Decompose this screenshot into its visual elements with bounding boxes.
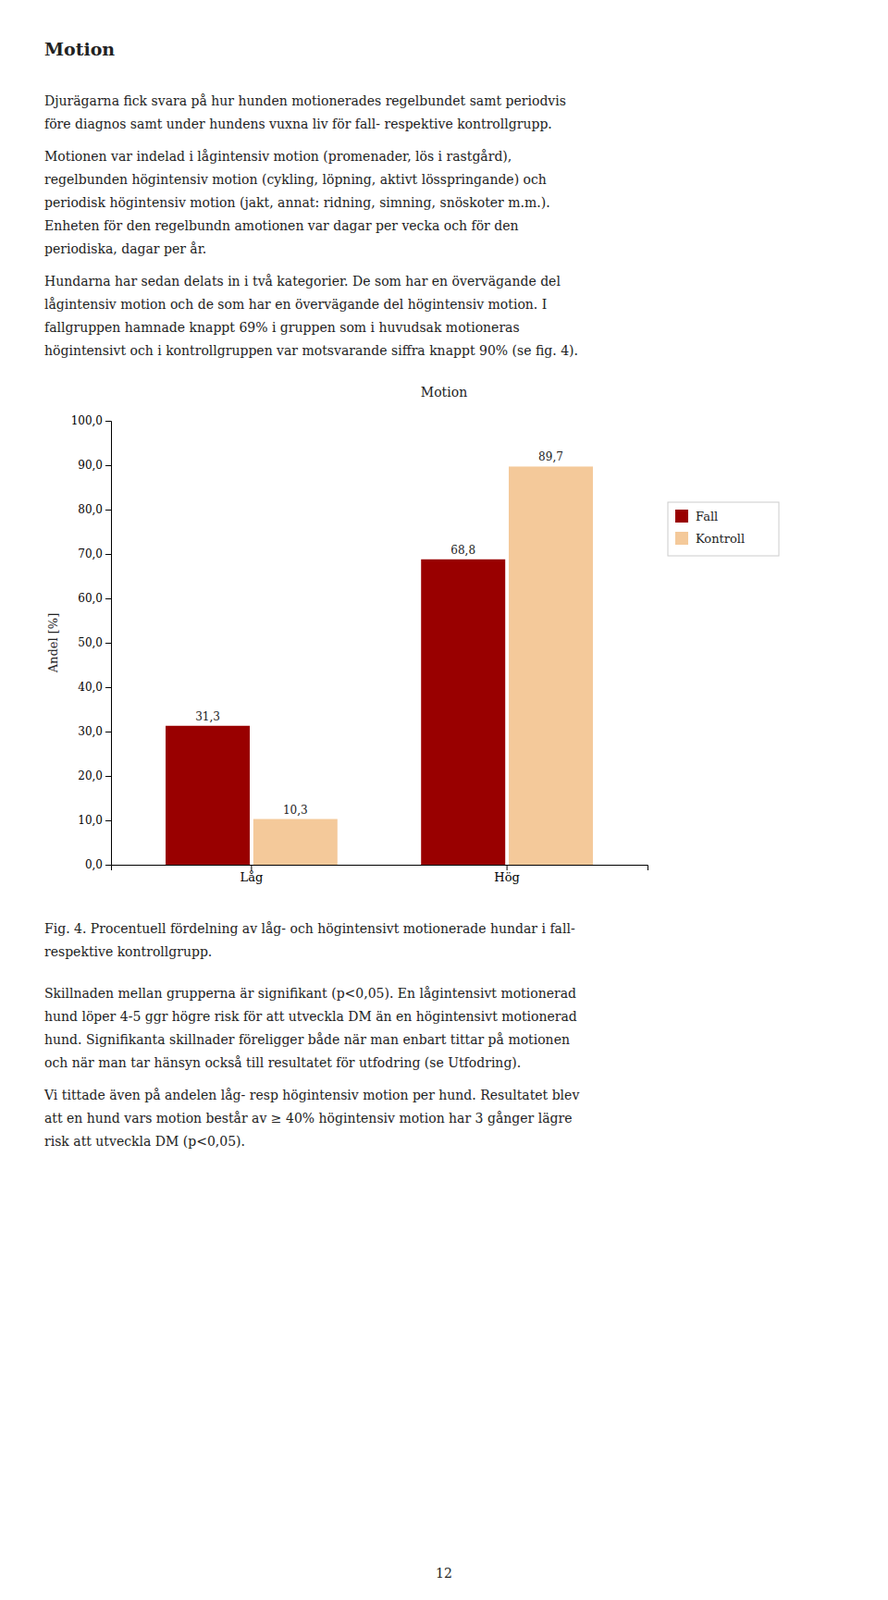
y-tick-mark xyxy=(105,554,111,555)
body-text: hund. Signifikanta skillnader föreligger… xyxy=(44,1032,570,1048)
x-tick-mark xyxy=(506,864,508,871)
bar xyxy=(420,559,506,865)
data-labels: 31,3 68,8 10,3 89,7 xyxy=(195,450,564,816)
axis-line xyxy=(105,421,112,866)
data-label: 10,3 xyxy=(283,803,309,817)
x-tick-mark xyxy=(250,864,252,871)
legend-frame xyxy=(667,502,779,556)
body-text: och när man tar hänsyn också till result… xyxy=(44,1055,521,1071)
y-tick: 20,0 xyxy=(77,769,111,783)
y-tick: 50,0 xyxy=(77,636,111,650)
y-tick-label: 90,0 xyxy=(77,458,103,472)
y-tick-mark xyxy=(105,598,111,600)
y-tick-mark xyxy=(105,864,111,866)
body-text: Vi tittade även på andelen låg- resp hög… xyxy=(43,1087,580,1103)
data-label: 31,3 xyxy=(195,710,221,724)
body-text: Enheten för den regelbundn amotionen var… xyxy=(44,218,518,234)
y-tick-label: 60,0 xyxy=(77,592,103,605)
body-text: periodisk högintensiv motion (jakt, anna… xyxy=(44,195,551,210)
figure-caption: respektive kontrollgrupp. xyxy=(44,944,212,960)
y-tick: 100,0 xyxy=(71,414,111,428)
legend-item: Kontroll xyxy=(675,531,745,546)
y-tick-mark xyxy=(105,420,111,422)
body-text: hund löper 4-5 ggr högre risk för att ut… xyxy=(44,1009,578,1024)
y-tick: 40,0 xyxy=(77,680,111,694)
heading: Motion xyxy=(44,38,115,60)
x-tick: Låg xyxy=(240,864,264,885)
body-text: regelbunden högintensiv motion (cykling,… xyxy=(44,172,547,187)
x-tick-label: Låg xyxy=(240,870,264,885)
body-text: risk att utveckla DM (p<0,05). xyxy=(44,1134,246,1149)
body-text: före diagnos samt under hundens vuxna li… xyxy=(44,116,553,132)
y-tick-label: 100,0 xyxy=(71,414,103,428)
y-tick-mark xyxy=(105,820,111,822)
y-tick: 60,0 xyxy=(77,592,111,605)
y-tick-label: 0,0 xyxy=(85,858,103,872)
y-axis: 0,0 10,0 20,0 30,0 40,0 50,0 60,0 70,0 80,0 90,0 1… xyxy=(71,414,112,872)
body-text: Skillnaden mellan grupperna är signifika… xyxy=(44,986,577,1001)
y-tick-label: 10,0 xyxy=(77,814,103,827)
data-label: 68,8 xyxy=(450,543,476,557)
legend-swatch xyxy=(675,531,689,545)
y-tick: 0,0 xyxy=(85,858,111,872)
y-tick-label: 20,0 xyxy=(77,769,103,783)
bar xyxy=(508,466,593,865)
y-tick: 30,0 xyxy=(77,725,111,739)
chart: 31,3 68,8 10,3 89,7 Låg Hög 0,0 10,0 20,0 30,0 40,… xyxy=(46,414,779,885)
y-tick-mark xyxy=(105,687,111,689)
legend-label: Kontroll xyxy=(695,531,745,546)
legend-swatch xyxy=(675,509,689,523)
y-tick: 10,0 xyxy=(77,814,111,827)
legend-item: Fall xyxy=(675,509,718,524)
page-number: 12 xyxy=(435,1566,453,1581)
y-tick-mark xyxy=(105,509,111,511)
axis-line xyxy=(111,865,649,872)
bars xyxy=(165,466,593,865)
y-tick-label: 70,0 xyxy=(77,547,103,561)
y-tick: 80,0 xyxy=(77,503,111,517)
y-axis-title: Andel [%] xyxy=(46,613,61,675)
x-axis: Låg Hög xyxy=(111,864,649,885)
y-tick-mark xyxy=(105,642,111,644)
y-tick-label: 50,0 xyxy=(77,636,103,650)
legend-label: Fall xyxy=(695,509,718,524)
body-text: lågintensiv motion och de som har en öve… xyxy=(44,296,547,312)
body-text: högintensivt och i kontrollgruppen var m… xyxy=(44,343,579,358)
bar-series xyxy=(165,559,506,865)
bar xyxy=(253,819,338,865)
y-tick-label: 80,0 xyxy=(77,503,103,517)
legend: Fall Kontroll xyxy=(667,502,779,556)
y-tick: 90,0 xyxy=(77,458,111,472)
x-tick: Hög xyxy=(493,864,520,885)
body-text: periodiska, dagar per år. xyxy=(44,241,207,257)
y-tick-label: 30,0 xyxy=(77,725,103,739)
page: Motion Djurägarna fick svara på hur hunde… xyxy=(0,0,888,1600)
y-tick: 70,0 xyxy=(77,547,111,561)
y-tick-mark xyxy=(105,776,111,777)
body-text: Djurägarna fick svara på hur hunden moti… xyxy=(44,93,567,109)
chart-title: Motion xyxy=(420,384,468,400)
body-text: att en hund vars motion består av ≥ 40% … xyxy=(44,1110,572,1126)
body-text: Motionen var indelad i lågintensiv motio… xyxy=(44,148,512,164)
body-text: fallgruppen hamnade knappt 69% i gruppen… xyxy=(44,320,520,335)
y-tick-mark xyxy=(105,465,111,467)
y-tick-label: 40,0 xyxy=(77,680,103,694)
figure-caption: Fig. 4. Procentuell fördelning av låg- o… xyxy=(44,921,576,937)
bar-series xyxy=(253,466,593,865)
body-text: Hundarna har sedan delats in i två kateg… xyxy=(44,273,561,289)
data-label: 89,7 xyxy=(538,450,564,464)
x-tick-label: Hög xyxy=(493,870,520,885)
bar xyxy=(165,726,250,865)
y-tick-mark xyxy=(105,731,111,733)
